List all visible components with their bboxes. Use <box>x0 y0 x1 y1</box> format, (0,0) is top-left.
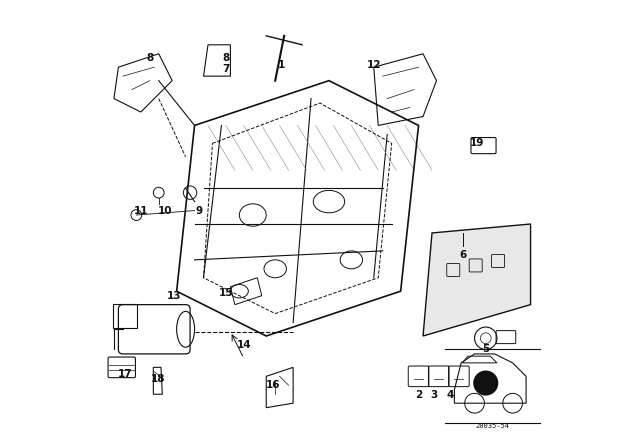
Text: 3: 3 <box>431 390 438 400</box>
Text: 20035-54: 20035-54 <box>476 423 509 429</box>
Text: 2: 2 <box>415 390 422 400</box>
Text: 4: 4 <box>446 390 454 400</box>
Polygon shape <box>423 224 531 336</box>
Text: 15: 15 <box>219 289 233 298</box>
Text: 1: 1 <box>278 60 285 70</box>
Text: 19: 19 <box>470 138 484 148</box>
Text: 16: 16 <box>266 380 280 390</box>
Text: 7: 7 <box>222 65 230 74</box>
Text: 9: 9 <box>195 206 203 215</box>
Circle shape <box>473 370 499 396</box>
Text: 6: 6 <box>460 250 467 260</box>
Text: 10: 10 <box>158 206 173 215</box>
Text: 11: 11 <box>134 206 148 215</box>
Text: 17: 17 <box>118 369 132 379</box>
Text: 12: 12 <box>367 60 381 70</box>
Text: 18: 18 <box>150 374 165 383</box>
Text: 5: 5 <box>482 345 490 354</box>
Text: 14: 14 <box>237 340 251 350</box>
Text: 8: 8 <box>222 53 230 63</box>
Text: 8: 8 <box>146 53 154 63</box>
Text: 13: 13 <box>167 291 182 301</box>
